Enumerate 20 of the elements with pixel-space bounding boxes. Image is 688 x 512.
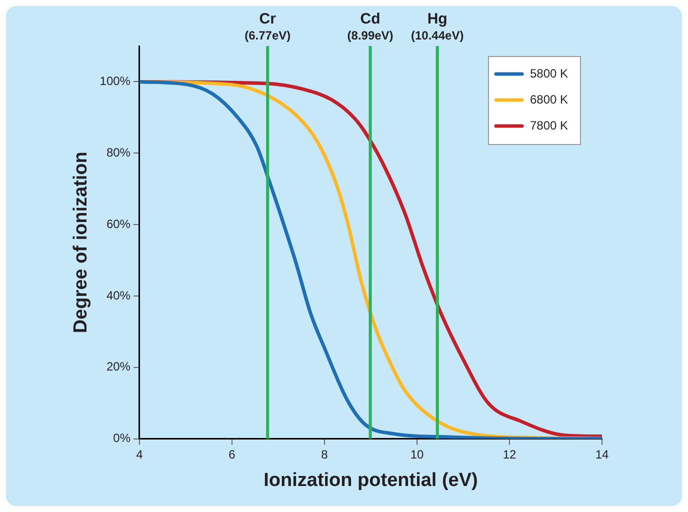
x-tick-label: 8: [321, 447, 328, 462]
y-tick-label: 80%: [106, 145, 131, 160]
y-tick-label: 40%: [106, 288, 131, 302]
x-tick-label: 12: [502, 447, 516, 462]
x-tick-label: 6: [228, 447, 236, 462]
y-tick-label: 0%: [113, 431, 131, 446]
ref-line-label: Hg (10.44eV): [410, 10, 464, 42]
y-tick-label: 60%: [106, 216, 131, 231]
ref-line-label: Cr (6.77eV): [244, 10, 291, 42]
x-tick-label: 14: [595, 447, 609, 462]
legend-label: 5800 K: [530, 66, 568, 80]
legend-label: 7800 K: [530, 118, 568, 132]
y-tick-label: 20%: [106, 360, 131, 374]
y-axis-title: Degree of ionization: [70, 152, 92, 334]
x-axis-title: Ionization potential (eV): [264, 470, 478, 491]
x-tick-label: 4: [136, 447, 144, 462]
x-tick-label: 10: [410, 447, 424, 462]
legend-label: 6800 K: [530, 92, 568, 106]
y-tick-label: 100%: [100, 74, 131, 88]
ref-line-label: Cd (8.99eV): [347, 10, 394, 42]
